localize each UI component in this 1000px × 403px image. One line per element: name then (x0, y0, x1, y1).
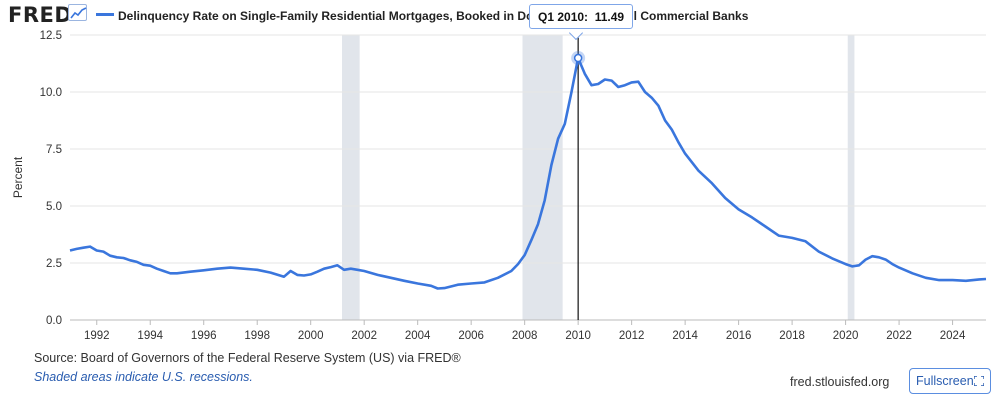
x-tick-label: 2004 (405, 330, 431, 342)
line-chart[interactable]: 0.0 2.5 5.0 7.5 10.0 12.5 1992 1994 1996 1998 2000… (0, 0, 1000, 345)
y-tick-label: 10.0 (40, 87, 62, 99)
x-tick-label: 2020 (833, 330, 859, 342)
fullscreen-label: Fullscreen (916, 374, 974, 388)
recession-band (847, 35, 855, 320)
y-axis-label: Percent (11, 156, 25, 198)
x-tick-label: 1996 (191, 330, 217, 342)
x-tick-label: 2014 (672, 330, 698, 342)
fred-logo[interactable]: FRED (8, 3, 73, 27)
x-tick-label: 2002 (351, 330, 377, 342)
tooltip-period: Q1 2010: (538, 10, 589, 24)
y-tick-label: 2.5 (46, 258, 62, 270)
x-tick-label: 1998 (244, 330, 270, 342)
y-tick-label: 12.5 (40, 30, 62, 42)
y-tick-label: 5.0 (46, 201, 62, 213)
series-line (69, 56, 987, 290)
recession-note: Shaded areas indicate U.S. recessions. (34, 370, 253, 384)
x-tick-label: 2024 (940, 330, 966, 342)
value-tooltip: Q1 2010: 11.49 (529, 4, 633, 29)
line-chart-icon (68, 4, 87, 21)
x-tick-label: 2008 (512, 330, 538, 342)
tooltip-value: 11.49 (594, 10, 625, 24)
y-tick-label: 0.0 (46, 315, 62, 327)
x-tick-label: 2022 (886, 330, 912, 342)
fullscreen-button[interactable]: Fullscreen (909, 368, 991, 394)
expand-icon (974, 376, 984, 386)
x-tick-label: 1992 (84, 330, 110, 342)
x-tick-label: 2010 (565, 330, 591, 342)
y-tick-label: 7.5 (46, 144, 62, 156)
legend-swatch (96, 13, 114, 17)
recession-band (341, 35, 360, 320)
site-link[interactable]: fred.stlouisfed.org (790, 375, 890, 389)
source-note: Source: Board of Governors of the Federa… (34, 351, 461, 365)
highlight-point (573, 53, 583, 63)
x-tick-label: 2012 (619, 330, 645, 342)
x-tick-label: 2006 (458, 330, 484, 342)
recession-band (522, 35, 563, 320)
x-tick-label: 1994 (137, 330, 163, 342)
x-tick-label: 2016 (726, 330, 752, 342)
x-tick-label: 2018 (779, 330, 805, 342)
x-tick-label: 2000 (298, 330, 324, 342)
